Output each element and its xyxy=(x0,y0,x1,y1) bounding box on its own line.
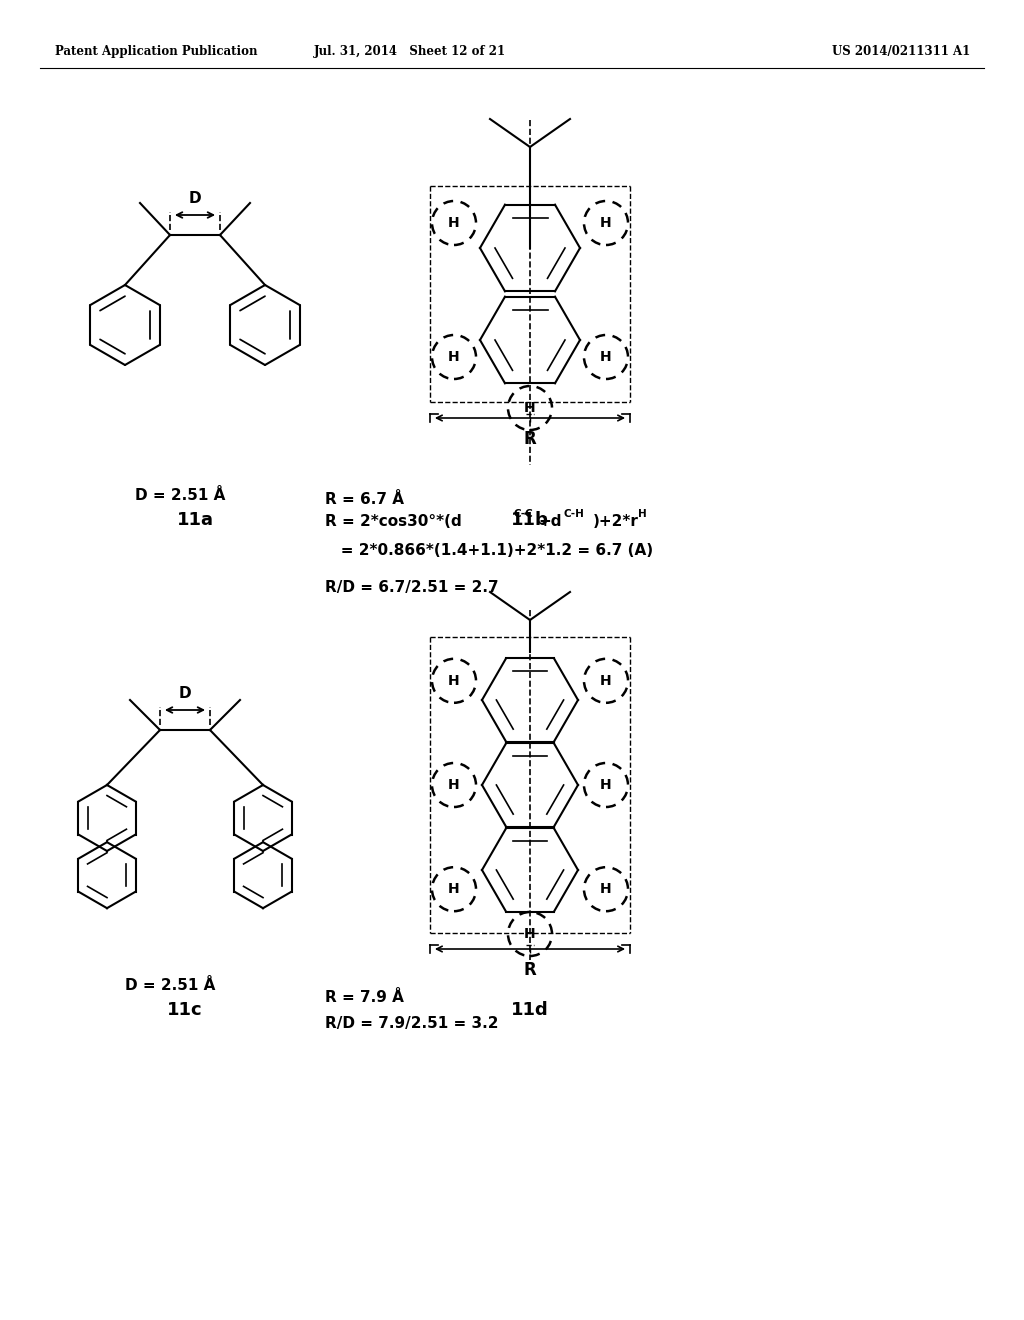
Text: R/D = 6.7/2.51 = 2.7: R/D = 6.7/2.51 = 2.7 xyxy=(325,579,499,595)
Text: D: D xyxy=(188,191,202,206)
Text: 11c: 11c xyxy=(167,1001,203,1019)
Text: H: H xyxy=(638,510,647,519)
Text: C-C: C-C xyxy=(513,510,532,519)
Text: R = 2*cos30°*(d: R = 2*cos30°*(d xyxy=(325,513,462,529)
Text: H: H xyxy=(600,350,611,364)
Text: H: H xyxy=(449,882,460,896)
Text: D = 2.51 Å: D = 2.51 Å xyxy=(125,978,215,993)
Text: H: H xyxy=(600,673,611,688)
Text: H: H xyxy=(600,882,611,896)
Text: R = 6.7 Å: R = 6.7 Å xyxy=(325,492,404,507)
Text: 11a: 11a xyxy=(176,511,213,529)
Text: R: R xyxy=(523,961,537,979)
Text: Patent Application Publication: Patent Application Publication xyxy=(55,45,257,58)
Text: D = 2.51 Å: D = 2.51 Å xyxy=(135,487,225,503)
Text: H: H xyxy=(600,777,611,792)
Text: R = 7.9 Å: R = 7.9 Å xyxy=(325,990,403,1005)
Text: 11d: 11d xyxy=(511,1001,549,1019)
Text: Jul. 31, 2014   Sheet 12 of 21: Jul. 31, 2014 Sheet 12 of 21 xyxy=(314,45,506,58)
Text: = 2*0.866*(1.4+1.1)+2*1.2 = 6.7 (A): = 2*0.866*(1.4+1.1)+2*1.2 = 6.7 (A) xyxy=(325,543,653,557)
Text: 11b: 11b xyxy=(511,511,549,529)
Text: H: H xyxy=(600,216,611,230)
Text: H: H xyxy=(524,401,536,414)
Text: )+2*r: )+2*r xyxy=(593,513,639,529)
Text: H: H xyxy=(449,350,460,364)
Text: H: H xyxy=(449,216,460,230)
Text: US 2014/0211311 A1: US 2014/0211311 A1 xyxy=(831,45,970,58)
Text: H: H xyxy=(449,673,460,688)
Text: H: H xyxy=(449,777,460,792)
Text: R: R xyxy=(523,430,537,447)
Text: D: D xyxy=(178,686,191,701)
Text: +d: +d xyxy=(538,513,561,529)
Text: H: H xyxy=(524,927,536,941)
Text: R/D = 7.9/2.51 = 3.2: R/D = 7.9/2.51 = 3.2 xyxy=(325,1016,499,1031)
Text: C-H: C-H xyxy=(563,510,584,519)
